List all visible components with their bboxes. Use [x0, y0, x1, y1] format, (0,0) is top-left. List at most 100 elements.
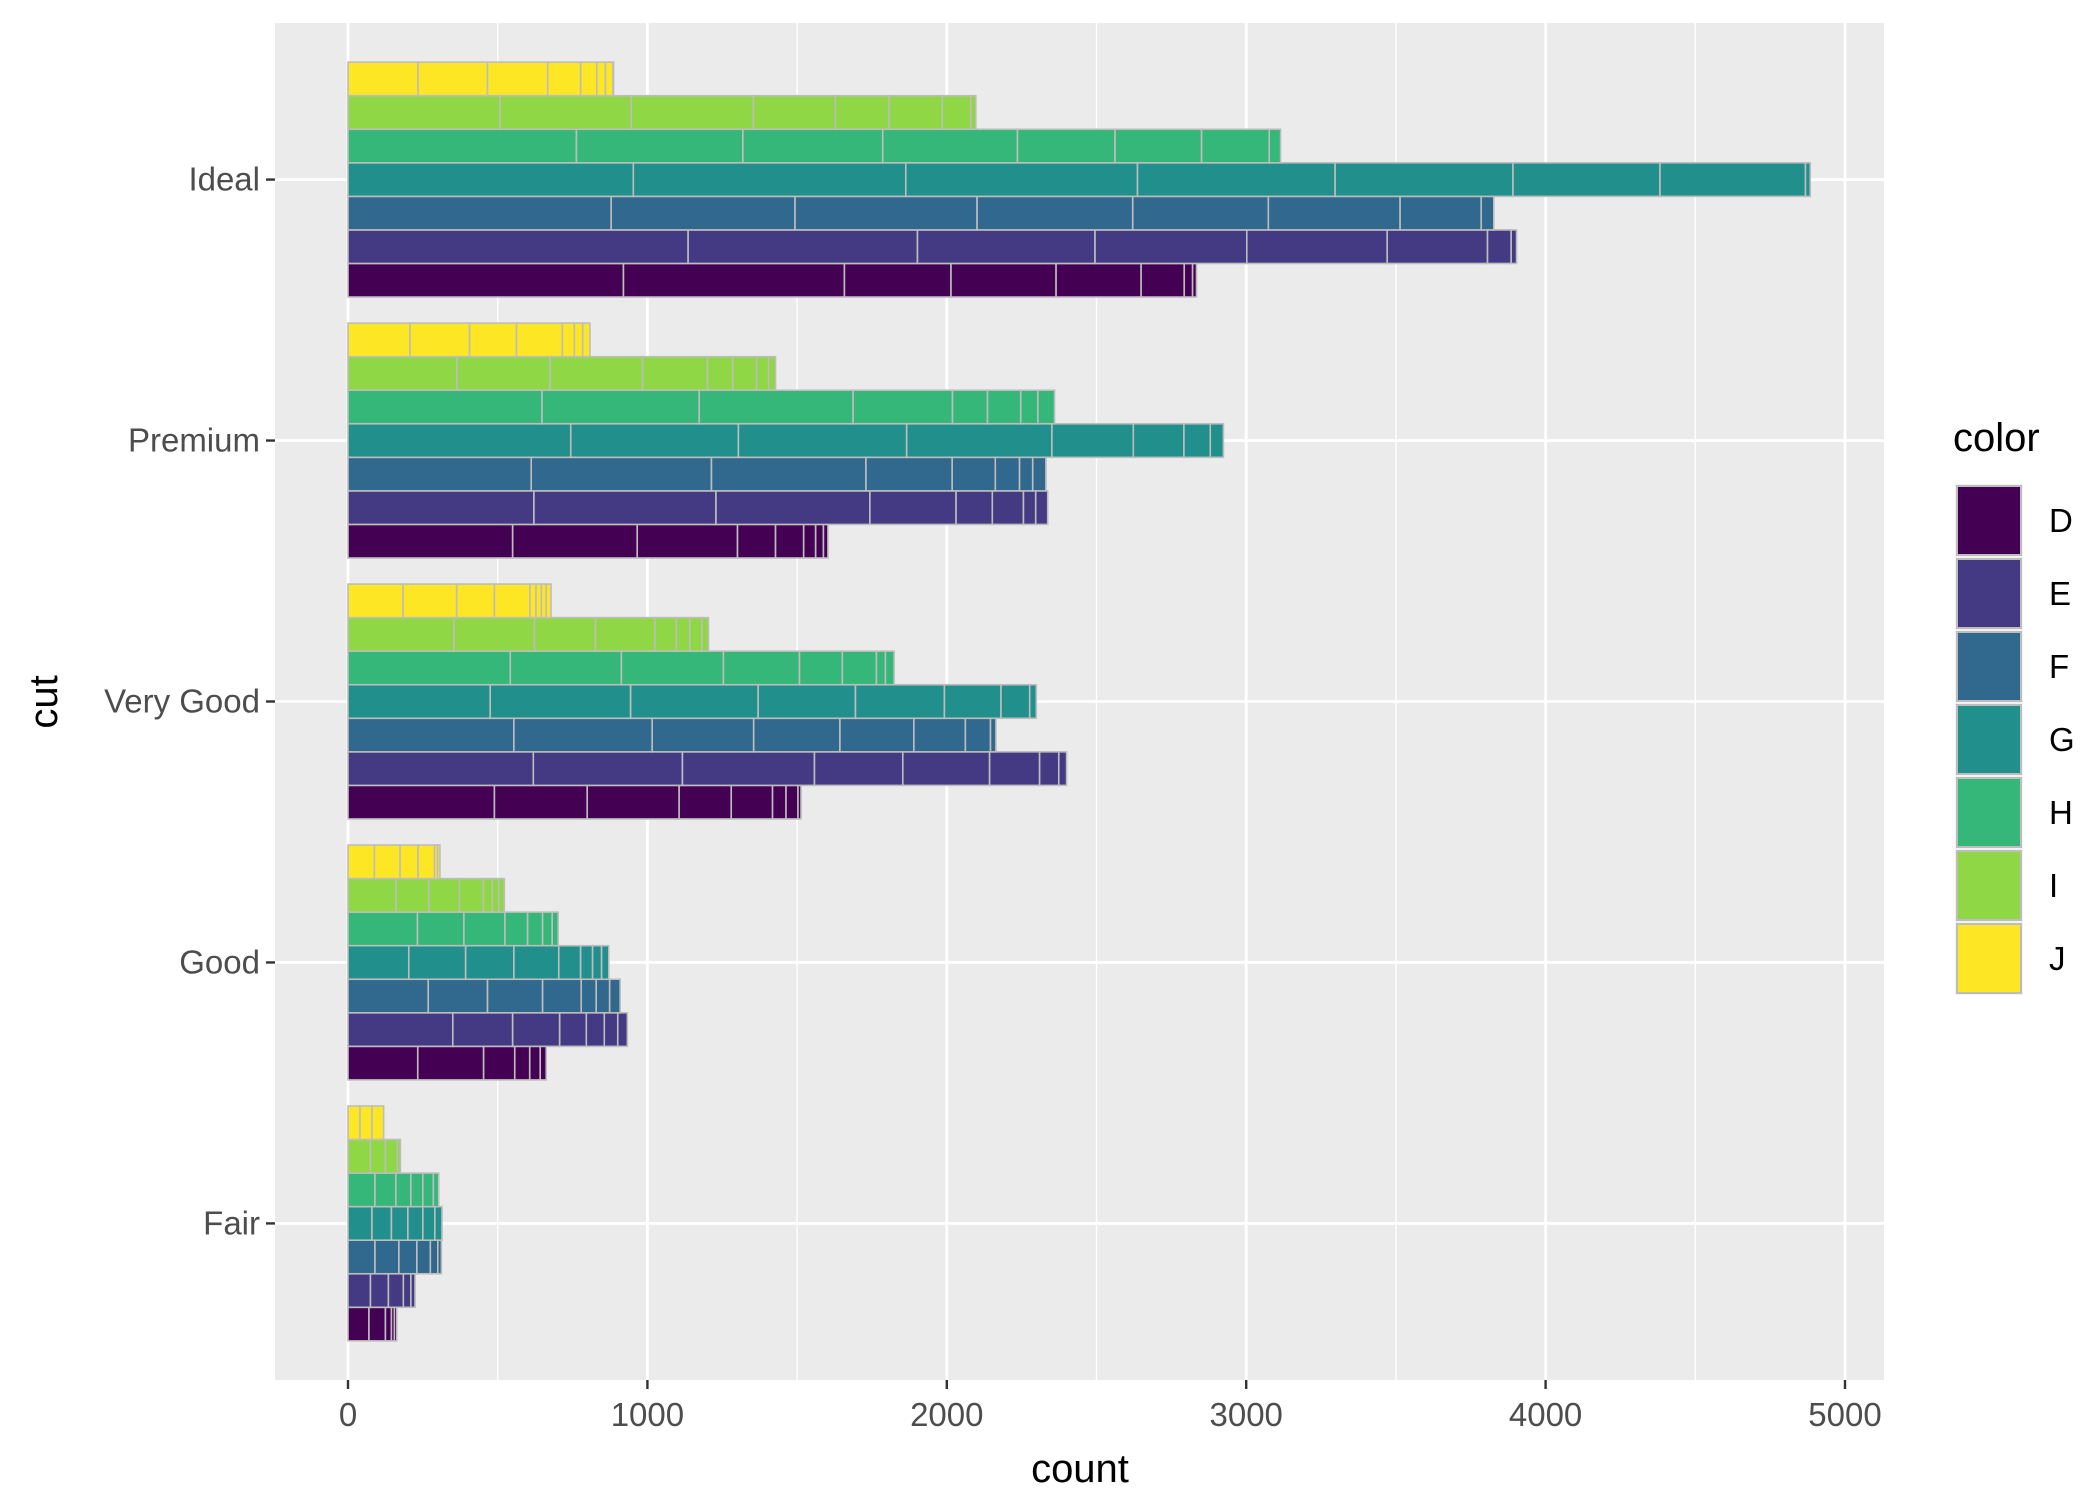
bar-segment: [417, 844, 436, 880]
bar-segment: [526, 911, 544, 947]
bar-segment: [515, 322, 564, 358]
bar-segment: [1016, 128, 1116, 164]
bar-segment: [579, 61, 598, 97]
bar-segment: [464, 944, 515, 981]
bar-segment: [1200, 128, 1271, 164]
bar-segment: [881, 128, 1019, 164]
bar-segment: [369, 1138, 387, 1174]
bar-segment: [1334, 162, 1514, 198]
bar-segment: [813, 751, 904, 787]
bar-segment: [1055, 262, 1142, 298]
bar-segment: [545, 583, 552, 619]
bar-segment: [347, 1172, 376, 1208]
bar-segment: [533, 616, 597, 652]
bar-segment: [402, 1272, 412, 1309]
bar-segment: [771, 784, 787, 820]
bar-segment: [586, 784, 680, 820]
bar-segment: [852, 389, 954, 425]
x-tick-label: 2000: [910, 1396, 983, 1433]
bar-segment: [347, 94, 501, 131]
bar-segment: [802, 523, 817, 559]
bar-segment: [541, 911, 553, 947]
bar-segment: [755, 355, 770, 392]
legend-title: color: [1953, 416, 2040, 460]
x-axis: 0 1000 2000 3000 4000 5000: [339, 1380, 1882, 1433]
bar-segment: [407, 944, 467, 981]
bar-segment: [969, 94, 977, 131]
x-axis-title: count: [1031, 1447, 1129, 1491]
bar-segment: [402, 583, 458, 619]
bar-segment: [600, 944, 610, 981]
bar-segment: [742, 128, 884, 164]
bar-segment: [585, 1011, 606, 1048]
legend-label: D: [2049, 502, 2073, 539]
bar-segment: [347, 978, 430, 1014]
bar-segment: [409, 322, 471, 358]
bar-segment: [610, 195, 796, 231]
bar-segment: [994, 456, 1021, 492]
bar-segment: [1031, 456, 1047, 492]
bar-segment: [794, 195, 978, 231]
bar-segment: [798, 650, 844, 686]
bar-segment: [1038, 751, 1060, 787]
bar-segment: [539, 1045, 548, 1081]
bar-segment: [511, 523, 639, 559]
bar-segment: [678, 784, 733, 820]
bar-segment: [869, 490, 957, 526]
bar-segment: [347, 616, 455, 652]
bar-group-good: [347, 844, 629, 1081]
bar-segment: [698, 389, 854, 425]
bar-segment: [736, 523, 777, 559]
bar-segment: [1804, 162, 1812, 198]
bar-segment: [463, 911, 506, 947]
bar-segment: [722, 650, 801, 686]
bar-segment: [416, 1239, 432, 1275]
bar-segment: [374, 1172, 397, 1208]
bar-segment: [737, 422, 908, 459]
bar-segment: [468, 322, 518, 358]
bar-segment: [1019, 389, 1039, 425]
bar-segment: [371, 1205, 393, 1241]
bar-segment: [410, 1172, 424, 1208]
bar-segment: [1386, 229, 1489, 265]
bar-segment: [434, 1205, 443, 1241]
bar-segment: [557, 944, 582, 981]
bar-segment: [347, 61, 419, 97]
bar-segment: [591, 944, 603, 981]
bar-segment: [913, 717, 967, 753]
bar-segment: [841, 650, 878, 686]
bar-segment: [399, 844, 419, 880]
bar-segment: [493, 583, 531, 619]
bar-segment: [509, 650, 623, 686]
bar-segment: [429, 1239, 439, 1275]
bar-segment: [814, 523, 825, 559]
bar-segment: [951, 389, 989, 425]
bar-segment: [1268, 128, 1282, 164]
bar-segment: [1114, 128, 1203, 164]
y-tick-label: Good: [179, 943, 260, 980]
bar-group-premium: [347, 322, 1225, 559]
bar-segment: [368, 1306, 387, 1342]
bar-segment: [901, 751, 991, 787]
bar-segment: [767, 355, 777, 392]
bar-segment: [575, 128, 744, 164]
bar-segment: [416, 911, 465, 947]
bar-segment: [1018, 456, 1034, 492]
bar-segment: [730, 784, 774, 820]
bar-segment: [1140, 262, 1186, 298]
bar-segment: [458, 877, 485, 913]
bar-segment: [513, 944, 560, 981]
bar-segment: [347, 195, 612, 231]
bar-segment: [1510, 229, 1518, 265]
bar-segment: [950, 262, 1057, 298]
bar-segment: [710, 456, 867, 492]
bar-segment: [369, 1272, 390, 1309]
bar-segment: [347, 751, 535, 787]
bar-segment: [347, 128, 578, 164]
bar-segment: [549, 355, 644, 392]
bar-segment: [451, 1011, 514, 1048]
bar-segment: [347, 1011, 454, 1048]
bar-segment: [347, 717, 515, 753]
bar-segment: [622, 262, 846, 298]
